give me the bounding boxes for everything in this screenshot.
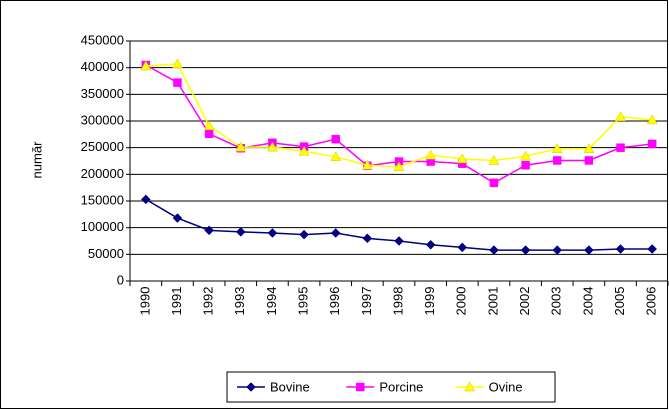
marker xyxy=(299,229,309,240)
marker xyxy=(647,244,658,254)
marker xyxy=(298,145,310,156)
marker xyxy=(552,156,562,165)
marker xyxy=(520,245,531,255)
x-tick-label: 2004 xyxy=(580,287,595,316)
x-tick-label: 2006 xyxy=(644,287,659,316)
marker xyxy=(172,213,183,223)
y-tick-label: 100000 xyxy=(81,219,124,234)
marker xyxy=(615,111,626,121)
marker xyxy=(362,233,373,244)
x-tick-label: 1997 xyxy=(359,287,374,316)
x-tick-label: 1996 xyxy=(327,287,342,316)
marker xyxy=(583,143,595,153)
marker xyxy=(266,141,278,152)
marker xyxy=(246,382,256,392)
marker xyxy=(646,114,658,125)
marker xyxy=(615,244,626,254)
marker xyxy=(647,139,657,149)
y-tick-label: 250000 xyxy=(81,139,124,154)
x-tick-label: 2003 xyxy=(549,287,564,316)
marker xyxy=(235,227,246,237)
legend-label: Ovine xyxy=(489,379,523,394)
marker xyxy=(356,382,365,392)
x-tick-label: 1992 xyxy=(201,287,216,316)
y-axis-label: număr xyxy=(29,141,44,179)
marker xyxy=(140,60,152,71)
x-tick-label: 2000 xyxy=(454,287,469,316)
marker xyxy=(489,245,499,255)
marker xyxy=(616,143,625,152)
marker xyxy=(551,143,563,153)
x-tick-label: 2002 xyxy=(517,287,532,316)
y-tick-label: 50000 xyxy=(88,246,124,261)
y-tick-label: 150000 xyxy=(81,192,124,207)
marker xyxy=(330,151,342,161)
marker xyxy=(520,150,532,161)
x-tick-label: 1995 xyxy=(295,287,310,316)
marker xyxy=(488,154,500,165)
legend-label: Bovine xyxy=(270,379,310,394)
marker xyxy=(552,245,563,255)
x-tick-label: 1999 xyxy=(422,287,437,316)
marker xyxy=(204,129,214,139)
marker xyxy=(173,78,182,87)
legend-box xyxy=(226,371,556,403)
x-tick-label: 1991 xyxy=(169,287,184,316)
y-tick-label: 300000 xyxy=(81,112,124,127)
marker xyxy=(584,156,594,165)
marker xyxy=(331,134,340,144)
marker xyxy=(172,58,183,69)
legend-label: Porcine xyxy=(379,379,423,394)
x-tick-label: 1994 xyxy=(264,287,279,316)
marker xyxy=(584,245,594,255)
y-tick-label: 200000 xyxy=(81,166,124,181)
marker xyxy=(235,141,247,152)
x-tick-label: 2001 xyxy=(485,287,500,316)
marker xyxy=(267,228,278,238)
marker xyxy=(204,225,214,236)
marker xyxy=(361,159,373,170)
marker xyxy=(394,236,404,246)
marker xyxy=(521,161,530,170)
y-tick-label: 350000 xyxy=(81,86,124,101)
y-tick-label: 0 xyxy=(117,272,124,287)
x-tick-label: 1993 xyxy=(232,287,247,316)
marker xyxy=(425,239,436,250)
marker xyxy=(464,381,476,392)
marker xyxy=(393,161,405,172)
marker xyxy=(203,120,215,131)
x-tick-label: 1990 xyxy=(137,287,152,316)
marker xyxy=(456,153,468,164)
y-tick-label: 450000 xyxy=(81,32,124,47)
marker xyxy=(140,194,151,205)
x-tick-label: 1998 xyxy=(390,287,405,316)
y-tick-label: 400000 xyxy=(81,59,124,74)
marker xyxy=(489,178,499,188)
x-tick-label: 2005 xyxy=(612,287,627,316)
marker xyxy=(330,228,341,238)
marker xyxy=(457,242,468,253)
marker xyxy=(425,149,437,160)
